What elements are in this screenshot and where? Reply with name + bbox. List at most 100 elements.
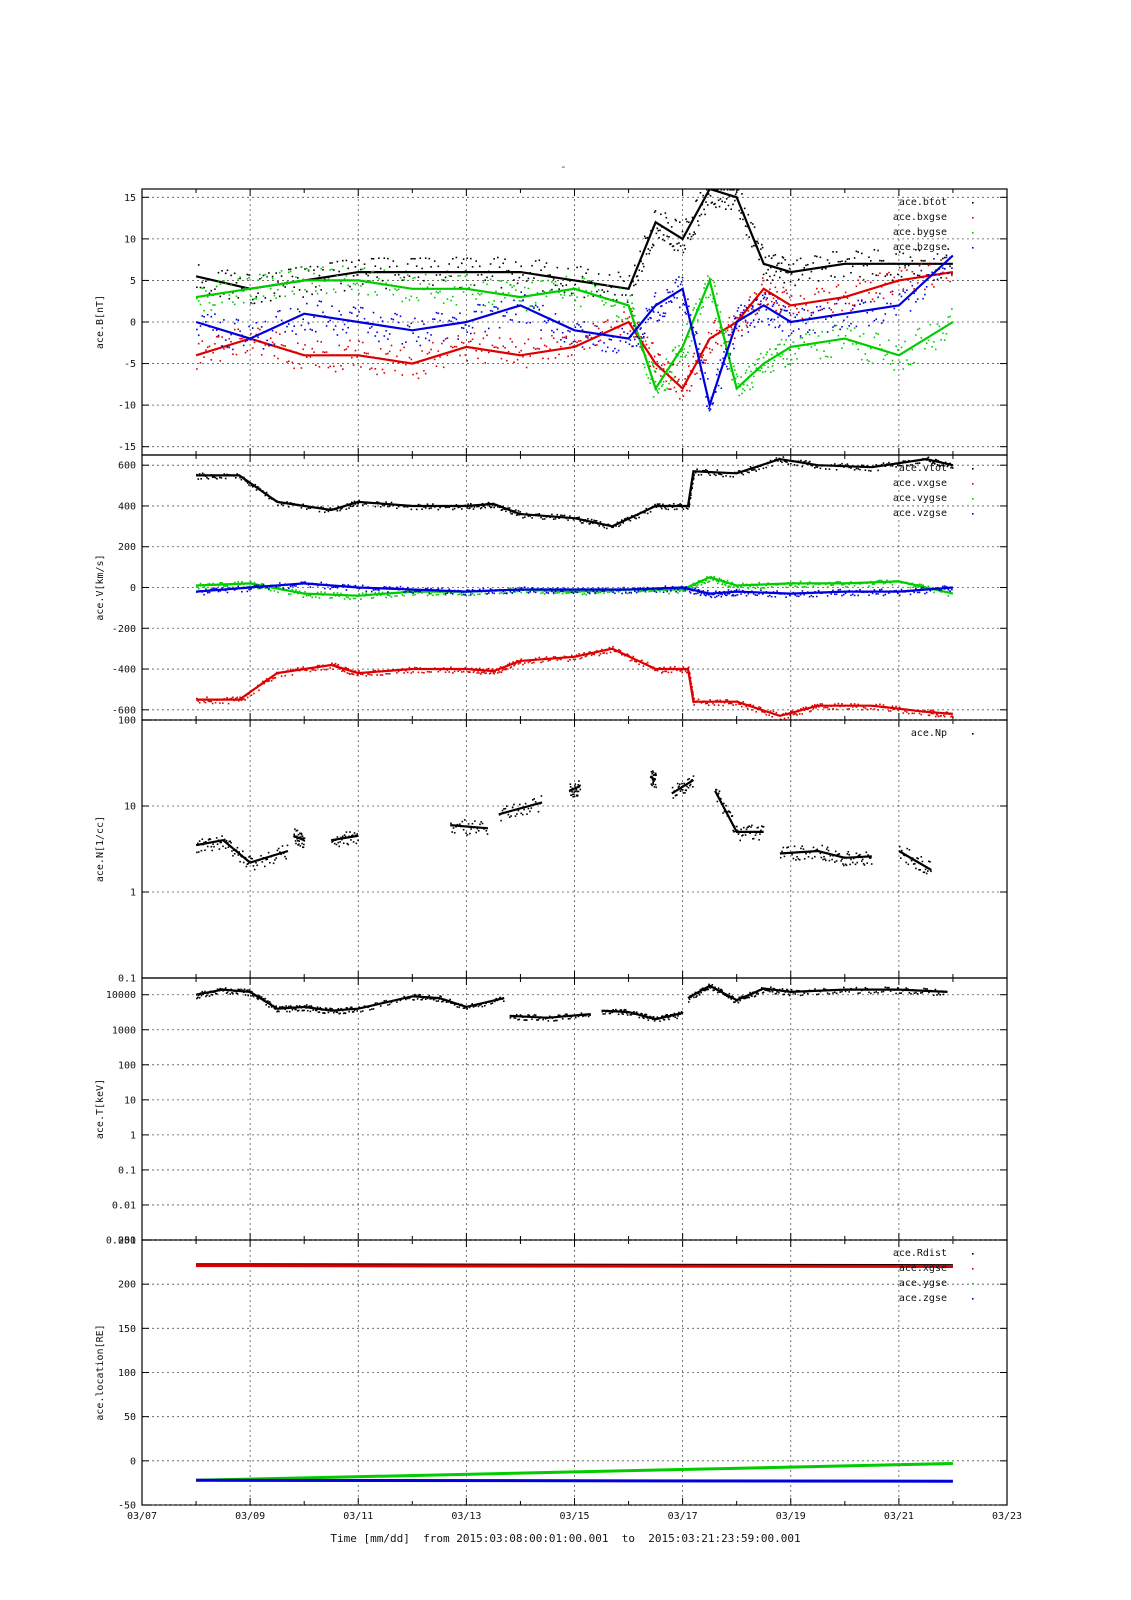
data-point (909, 310, 912, 312)
data-point (761, 587, 764, 589)
data-point (690, 489, 692, 491)
data-point (684, 378, 686, 380)
data-point (250, 694, 253, 696)
data-point (322, 351, 324, 353)
data-point (304, 268, 306, 270)
data-point (578, 591, 580, 593)
data-point (816, 349, 818, 351)
data-point (768, 324, 770, 326)
data-point (388, 333, 391, 335)
data-point (405, 505, 407, 508)
data-point (448, 275, 450, 277)
data-point (643, 235, 646, 238)
data-point (725, 348, 727, 350)
data-point (690, 385, 693, 387)
data-point (662, 591, 665, 593)
data-point (343, 834, 346, 836)
data-point (462, 505, 465, 507)
data-point (594, 592, 596, 594)
data-point (626, 317, 629, 320)
data-point (298, 843, 300, 845)
data-point (788, 852, 791, 854)
data-point (388, 594, 391, 597)
data-point (692, 691, 694, 694)
data-point (306, 302, 308, 305)
data-point (542, 304, 544, 307)
data-point (929, 709, 932, 712)
legend-label: ace.vtot (899, 463, 947, 474)
data-point (752, 838, 754, 840)
data-point (935, 459, 938, 461)
data-point (732, 593, 734, 596)
data-point (231, 850, 233, 852)
data-point (703, 470, 706, 472)
data-point (221, 587, 223, 589)
data-point (572, 793, 574, 796)
data-point (805, 706, 807, 708)
data-point (920, 587, 923, 589)
data-point (814, 591, 816, 593)
data-point (641, 659, 643, 662)
data-point (778, 326, 780, 328)
data-point (452, 346, 454, 349)
data-point (437, 670, 440, 673)
data-point (731, 189, 733, 191)
data-point (426, 588, 429, 590)
data-point (224, 339, 227, 341)
data-point (257, 684, 259, 687)
data-point (736, 471, 739, 474)
data-point (288, 505, 290, 508)
data-point (925, 286, 928, 288)
data-point (814, 704, 816, 706)
data-point (639, 660, 642, 662)
data-point (309, 328, 312, 331)
data-point (572, 345, 575, 347)
data-point (663, 315, 666, 318)
data-point (542, 591, 544, 594)
data-point (749, 703, 752, 706)
data-point (320, 506, 322, 508)
data-point (198, 997, 201, 999)
data-point (387, 505, 389, 508)
data-point (942, 271, 944, 274)
data-point (672, 503, 675, 505)
data-point (603, 291, 605, 293)
data-point (723, 472, 726, 474)
data-point (666, 590, 668, 593)
data-point (493, 258, 495, 260)
data-point (340, 365, 342, 367)
data-point (684, 590, 686, 593)
data-point (204, 701, 207, 704)
data-point (211, 702, 214, 705)
series-line (568, 785, 581, 792)
data-point (910, 859, 913, 862)
data-point (688, 233, 691, 235)
data-point (741, 193, 743, 195)
data-point (441, 271, 443, 273)
data-point (808, 277, 811, 280)
data-point (543, 590, 546, 592)
data-point (421, 589, 423, 591)
data-point (235, 992, 238, 994)
data-point (489, 349, 492, 352)
data-point (442, 366, 445, 369)
data-point (257, 292, 259, 294)
data-point (837, 464, 840, 467)
data-point (206, 994, 208, 997)
data-point (569, 589, 571, 592)
data-point (345, 508, 348, 510)
data-point (459, 593, 461, 595)
data-point (653, 355, 656, 358)
data-point (378, 501, 380, 504)
data-point (354, 503, 357, 505)
data-point (730, 590, 732, 592)
data-point (336, 664, 339, 667)
data-point (920, 337, 923, 339)
data-point (251, 990, 253, 993)
data-point (558, 320, 560, 323)
data-point (524, 342, 526, 345)
data-point (685, 313, 687, 315)
data-point (204, 475, 207, 477)
data-point (844, 704, 847, 707)
data-point (241, 337, 243, 340)
